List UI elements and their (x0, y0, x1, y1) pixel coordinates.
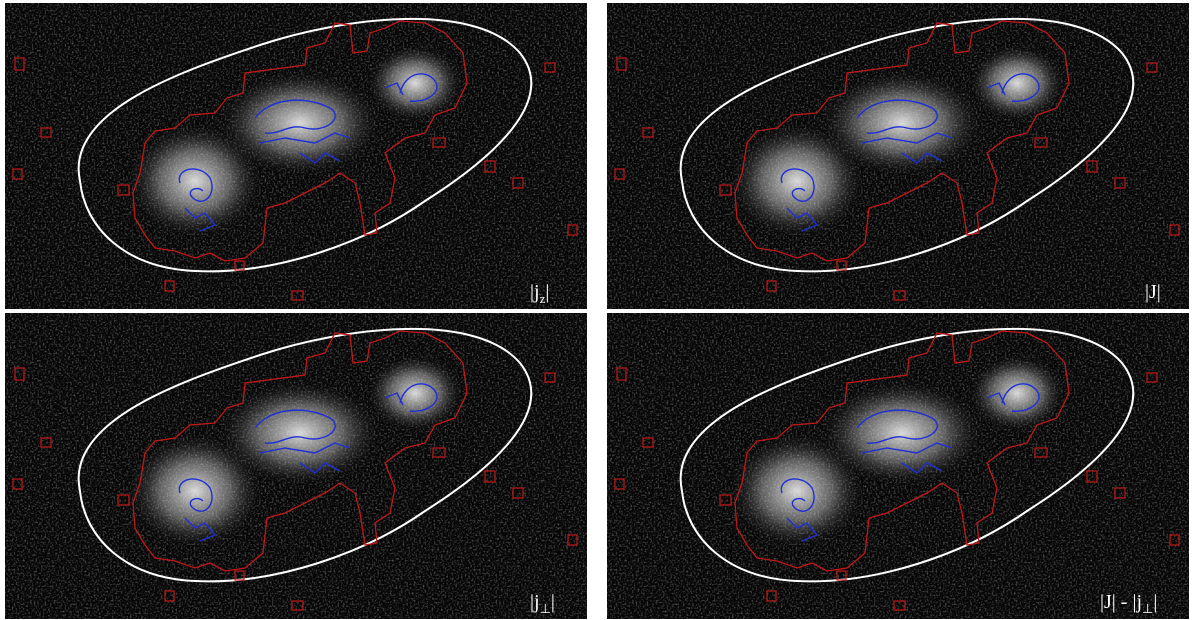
label-part: |J| - |j (1100, 591, 1142, 613)
figure: |jz| |J| |j⊥| |J| - |j⊥| (0, 0, 1192, 620)
panel-label: |J| (1145, 281, 1161, 303)
panel: |J| (607, 3, 1189, 309)
label-part: | (545, 281, 549, 303)
panel: |jz| (5, 3, 587, 309)
panel: |j⊥| (5, 313, 587, 619)
label-part: | (551, 591, 555, 613)
label-part: ⊥ (540, 601, 551, 616)
label-part: |j (530, 591, 540, 613)
label-part: | (1153, 591, 1157, 613)
label-part: |j (530, 281, 540, 303)
label-part: ⊥ (1142, 601, 1153, 616)
panel: |J| - |j⊥| (607, 313, 1189, 619)
